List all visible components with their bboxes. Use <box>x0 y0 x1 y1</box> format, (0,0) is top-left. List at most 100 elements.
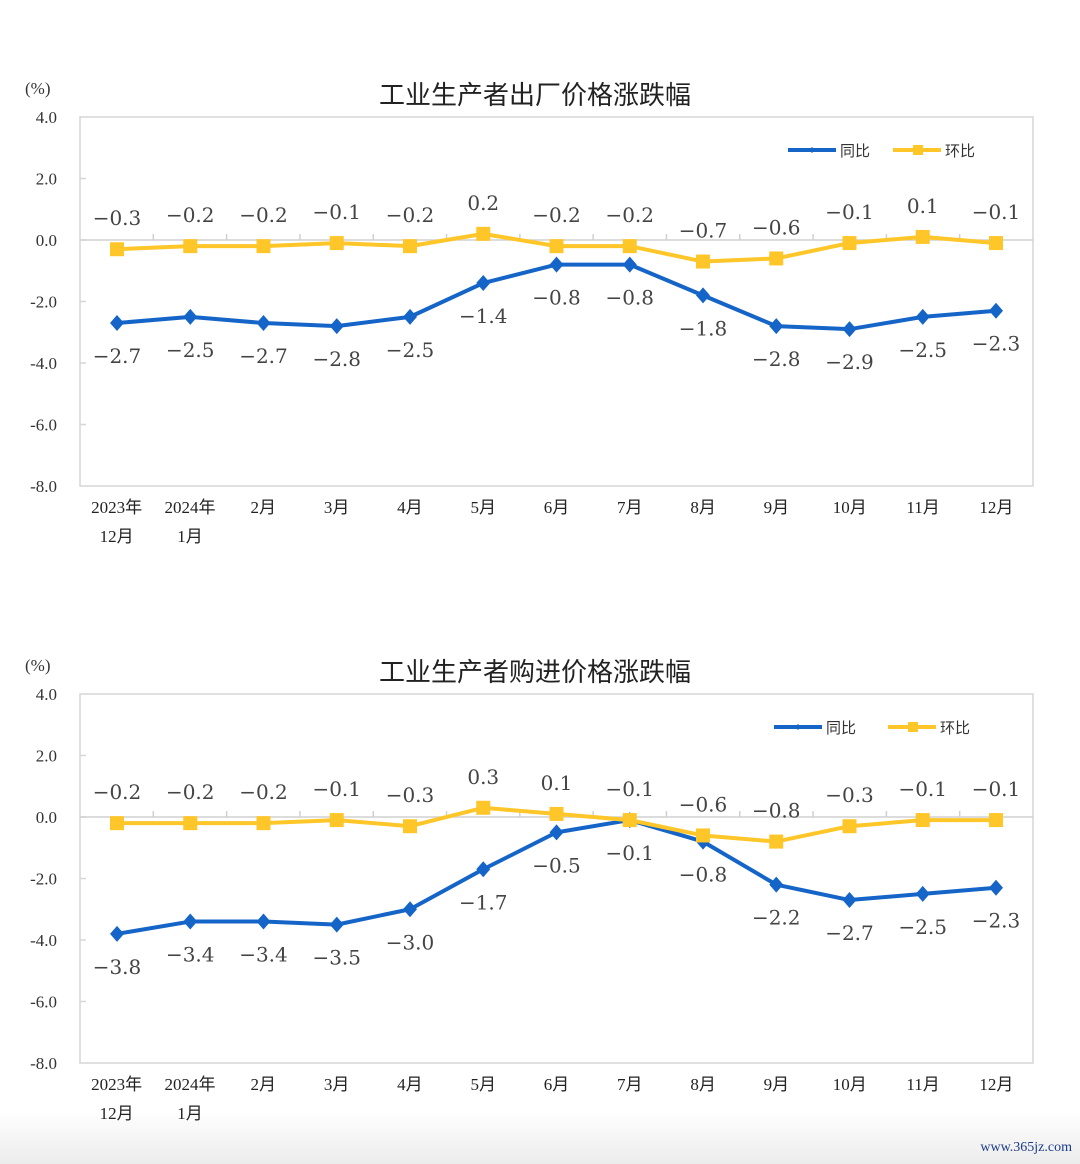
data-label-yoy: −3.4 <box>239 943 288 967</box>
data-point-yoy <box>989 302 1003 319</box>
data-point-mom <box>842 819 857 834</box>
data-label-mom: −0.2 <box>93 780 142 804</box>
data-label-mom: −0.6 <box>679 792 728 816</box>
legend-marker-square <box>913 145 923 155</box>
data-label-mom: −0.2 <box>239 780 288 804</box>
watermark: www.365jz.com <box>980 1140 1072 1155</box>
x-tick-label: 8月 <box>690 498 716 517</box>
data-point-mom <box>622 813 637 828</box>
data-label-mom: −0.1 <box>972 777 1021 801</box>
data-point-mom <box>989 236 1003 251</box>
x-tick-label: 4月 <box>397 498 423 517</box>
data-point-yoy <box>915 885 930 902</box>
data-label-yoy: −3.8 <box>93 955 142 979</box>
data-point-yoy <box>183 913 198 930</box>
x-tick-label: 12月 <box>979 498 1013 517</box>
x-tick-label: 6月 <box>544 1075 570 1094</box>
plot-area <box>79 116 1034 487</box>
x-tick-label: 2023年 <box>91 1075 142 1094</box>
chart-title: 工业生产者购进价格涨跌幅 <box>379 658 691 688</box>
data-label-mom: −0.3 <box>386 783 435 807</box>
x-tick-label: 5月 <box>470 1075 496 1094</box>
data-label-mom: −0.2 <box>166 780 215 804</box>
data-label-mom: 0.1 <box>907 194 939 218</box>
y-tick-label: -2.0 <box>30 293 57 312</box>
data-label-mom: −0.3 <box>825 783 874 807</box>
y-axis-unit: (%) <box>25 656 50 675</box>
data-label-yoy: −2.7 <box>825 921 874 945</box>
data-point-yoy <box>696 287 710 304</box>
chart-ppi-output: 工业生产者出厂价格涨跌幅 (%) 4.0 2.0 0.0 -2.0 -4.0 -6.0 -8.0… <box>25 79 1034 546</box>
data-label-mom: −0.1 <box>825 200 874 224</box>
data-label-mom: −0.1 <box>312 777 361 801</box>
data-label-yoy: −2.8 <box>752 347 801 371</box>
data-label-yoy: −2.2 <box>752 906 801 930</box>
data-label-yoy: −0.8 <box>679 863 728 887</box>
x-tick-label: 2月 <box>251 1075 277 1094</box>
data-point-mom <box>476 800 491 815</box>
y-tick-label: -8.0 <box>30 1054 57 1073</box>
data-label-yoy: −2.3 <box>972 909 1021 933</box>
data-point-yoy <box>110 925 124 942</box>
x-tick-label: 9月 <box>764 1075 790 1094</box>
data-label-yoy: −3.0 <box>386 930 435 954</box>
chart-title: 工业生产者出厂价格涨跌幅 <box>379 81 691 111</box>
data-label-yoy: −2.7 <box>239 344 288 368</box>
y-tick-label: 2.0 <box>36 170 57 189</box>
data-point-yoy <box>183 308 198 325</box>
data-label-yoy: −0.8 <box>532 286 581 310</box>
data-point-yoy <box>842 321 857 338</box>
data-label-mom: −0.6 <box>752 215 801 239</box>
data-label-mom: −0.7 <box>679 219 728 243</box>
x-tick-label: 5月 <box>470 498 496 517</box>
data-point-mom <box>696 828 710 843</box>
y-tick-label: -8.0 <box>30 477 57 496</box>
data-point-mom <box>110 816 124 831</box>
data-label-yoy: −2.5 <box>166 338 215 362</box>
footer-band <box>0 1110 1080 1164</box>
x-tick-label: 2023年 <box>91 498 142 517</box>
data-label-yoy: −2.8 <box>312 347 361 371</box>
y-axis-unit: (%) <box>25 79 50 98</box>
x-tick-label: 3月 <box>324 498 350 517</box>
plot-area <box>79 693 1034 1064</box>
data-point-mom <box>476 226 491 241</box>
data-label-mom: −0.2 <box>605 203 654 227</box>
data-point-yoy <box>256 913 271 930</box>
data-point-yoy <box>476 275 491 292</box>
data-label-mom: −0.2 <box>166 203 215 227</box>
chart-ppi-purchase: 工业生产者购进价格涨跌幅 (%) 4.0 2.0 0.0 -2.0 -4.0 -6.0 -8.0… <box>25 656 1034 1123</box>
x-tick-label: 10月 <box>833 1075 867 1094</box>
data-label-yoy: −1.7 <box>459 890 508 914</box>
y-tick-label: -6.0 <box>30 993 57 1012</box>
legend-marker-square <box>908 722 918 732</box>
data-point-yoy <box>915 308 930 325</box>
data-point-yoy <box>256 315 271 332</box>
legend-label: 环比 <box>940 719 970 737</box>
data-label-yoy: −1.4 <box>459 304 508 328</box>
x-tick-label: 2024年 <box>164 1075 215 1094</box>
data-point-mom <box>256 816 271 831</box>
y-tick-label: -6.0 <box>30 416 57 435</box>
data-point-mom <box>915 229 930 244</box>
x-tick-label: 2024年 <box>164 498 215 517</box>
data-point-mom <box>329 813 344 828</box>
data-point-mom <box>403 239 417 254</box>
data-point-yoy <box>549 256 564 273</box>
data-point-mom <box>329 236 344 251</box>
data-label-mom: 0.2 <box>467 191 499 215</box>
data-label-yoy: −0.1 <box>605 841 654 865</box>
data-point-yoy <box>769 876 784 893</box>
x-tick-label: 8月 <box>690 1075 716 1094</box>
data-point-mom <box>769 251 784 266</box>
y-tick-label: -4.0 <box>30 354 57 373</box>
legend-marker-diamond <box>795 724 801 730</box>
data-point-mom <box>110 242 124 257</box>
data-point-yoy <box>622 256 637 273</box>
data-label-yoy: −2.9 <box>825 350 874 374</box>
data-label-mom: −0.1 <box>312 200 361 224</box>
x-tick-label: 6月 <box>544 498 570 517</box>
x-tick-label: 12月 <box>979 1075 1013 1094</box>
data-label-mom: −0.1 <box>605 777 654 801</box>
x-tick-label-line2: 1月 <box>177 527 203 546</box>
